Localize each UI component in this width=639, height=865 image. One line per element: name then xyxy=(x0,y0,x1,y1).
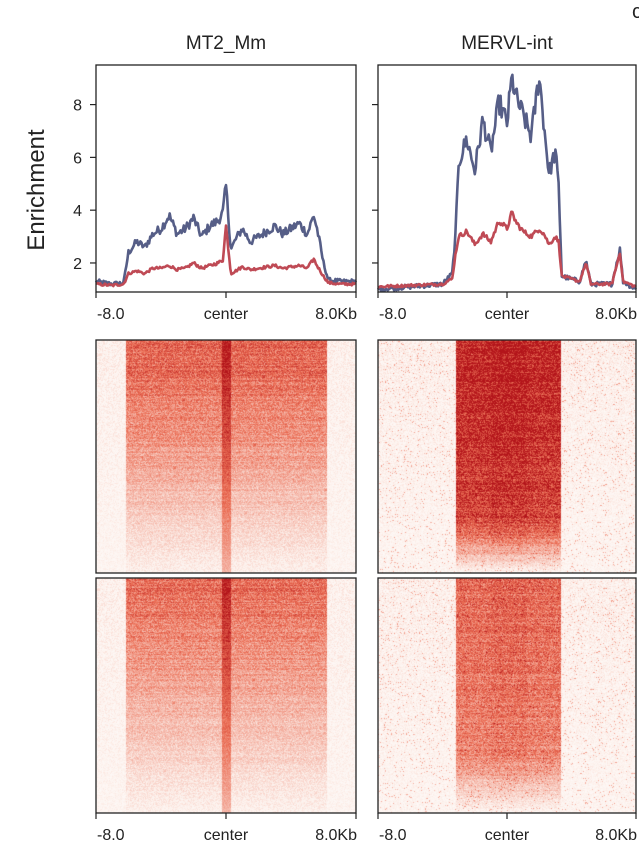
heatmap-top-left xyxy=(95,339,357,574)
y-axis-label: Enrichment xyxy=(23,129,50,251)
profile-plot-mt2: MT2_Mm 2 4 6 8 -8.0 center 8.0Kb xyxy=(73,33,357,323)
series-line-1 xyxy=(94,183,358,287)
y-axis xyxy=(372,103,378,264)
x-tick-label: 8.0Kb xyxy=(315,306,357,323)
series-line-2 xyxy=(95,224,357,288)
x-axis: -8.0 center 8.0Kb xyxy=(377,292,637,323)
plot-title: MERVL-int xyxy=(461,33,553,54)
series-line-2 xyxy=(377,210,637,289)
heatmap-image xyxy=(378,578,636,813)
heatmap-frame xyxy=(95,339,357,574)
panel-letter: c xyxy=(632,1,639,23)
x-tick-label: center xyxy=(204,306,249,323)
heatmap-bottom-right: -8.0 center 8.0Kb xyxy=(377,577,637,844)
heatmap-image xyxy=(96,578,356,813)
x-tick-label: center xyxy=(485,306,530,323)
series-lines xyxy=(376,73,638,293)
x-tick-label: -8.0 xyxy=(379,827,407,844)
y-axis: 2 4 6 8 xyxy=(73,98,96,273)
plot-title: MT2_Mm xyxy=(186,33,266,54)
x-tick-label: 8.0Kb xyxy=(595,827,637,844)
heatmap-top-right xyxy=(377,339,637,574)
y-tick-label: 6 xyxy=(73,150,82,167)
x-tick-label: center xyxy=(204,827,249,844)
x-axis: -8.0 center 8.0Kb xyxy=(95,292,357,323)
x-tick-label: center xyxy=(485,827,530,844)
heatmap-frame xyxy=(377,339,637,574)
plot-frame xyxy=(377,64,637,293)
heatmap-image xyxy=(96,340,356,573)
x-tick-label: 8.0Kb xyxy=(595,306,637,323)
y-tick-label: 2 xyxy=(73,256,82,273)
series-lines xyxy=(94,183,358,288)
plot-frame xyxy=(95,64,357,293)
y-tick-label: 8 xyxy=(73,98,82,115)
x-tick-label: -8.0 xyxy=(97,827,125,844)
x-axis: -8.0 center 8.0Kb xyxy=(95,813,357,844)
x-tick-label: -8.0 xyxy=(97,306,125,323)
heatmap-bottom-left: -8.0 center 8.0Kb xyxy=(95,577,357,844)
series-line-1 xyxy=(376,73,638,293)
y-tick-label: 4 xyxy=(73,203,82,220)
x-tick-label: 8.0Kb xyxy=(315,827,357,844)
heatmap-image xyxy=(378,340,636,573)
profile-plot-mervl: MERVL-int -8.0 center 8.0Kb xyxy=(372,33,637,323)
x-axis: -8.0 center 8.0Kb xyxy=(377,813,637,844)
x-tick-label: -8.0 xyxy=(379,306,407,323)
